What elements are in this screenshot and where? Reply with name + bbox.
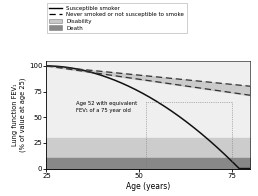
Text: Age 52 with equivalent
FEV₁ of a 75 year old: Age 52 with equivalent FEV₁ of a 75 year… bbox=[76, 101, 137, 113]
Y-axis label: Lung function FEV₁
(% of value at age 25): Lung function FEV₁ (% of value at age 25… bbox=[12, 77, 26, 152]
X-axis label: Age (years): Age (years) bbox=[126, 181, 171, 191]
Legend: Susceptible smoker, Never smoked or not susceptible to smoke, Disability, Death: Susceptible smoker, Never smoked or not … bbox=[47, 3, 187, 33]
